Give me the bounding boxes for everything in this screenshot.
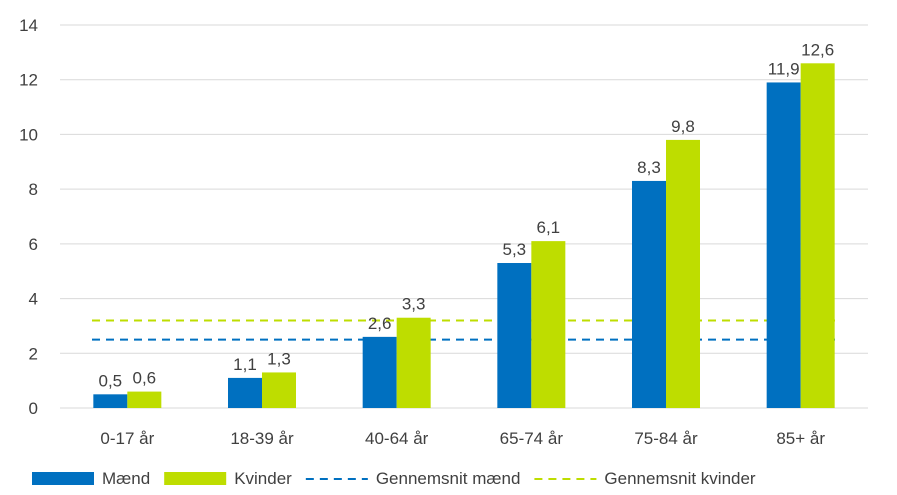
y-tick-label: 14	[19, 16, 38, 35]
legend-swatch	[164, 472, 227, 485]
data-label: 1,1	[233, 355, 257, 374]
bar-kvinder	[800, 63, 835, 409]
bar-kvinder	[666, 139, 700, 408]
x-tick-label: 65-74 år	[500, 429, 564, 448]
y-tick-label: 4	[29, 290, 38, 309]
data-label: 8,3	[637, 158, 661, 177]
y-tick-label: 12	[19, 71, 38, 90]
data-label: 6,1	[537, 218, 561, 237]
bar-kvinder	[127, 391, 162, 408]
bar-maend	[497, 263, 532, 408]
y-tick-label: 0	[29, 399, 38, 418]
bars	[93, 63, 835, 409]
reference-lines	[92, 319, 835, 341]
data-label: 3,3	[402, 295, 426, 314]
bar-maend	[93, 394, 128, 408]
y-axis-ticks: 0 2 4 6 8 10 12 14	[19, 16, 38, 418]
bar-kvinder	[262, 372, 296, 408]
bar-maend	[362, 336, 397, 408]
data-label: 9,8	[671, 117, 695, 136]
legend-label: Gennemsnit kvinder	[604, 469, 756, 488]
y-tick-label: 2	[29, 344, 38, 363]
gridlines	[60, 24, 868, 409]
legend-label: Gennemsnit mænd	[376, 469, 521, 488]
x-tick-label: 40-64 år	[365, 429, 429, 448]
data-label: 11,9	[768, 59, 800, 78]
data-label: 2,6	[368, 314, 392, 333]
x-tick-label: 0-17 år	[100, 429, 154, 448]
x-axis-ticks: 0-17 år 18-39 år 40-64 år 65-74 år 75-84 år 8…	[100, 429, 825, 448]
y-tick-label: 10	[19, 125, 38, 144]
data-label: 1,3	[267, 349, 291, 368]
legend-swatch	[32, 472, 94, 485]
data-label: 0,5	[99, 371, 123, 390]
bar-maend	[766, 82, 801, 408]
x-tick-label: 75-84 år	[634, 429, 698, 448]
data-label: 0,6	[133, 369, 157, 388]
bar-maend	[632, 180, 666, 408]
bar-kvinder	[396, 317, 431, 408]
x-tick-label: 18-39 år	[230, 429, 294, 448]
data-labels: 0,5 0,6 1,1 1,3 2,6 3,3 5,3 6,1 8,3 9,8 11,912,6	[99, 40, 835, 390]
data-label: 12,6	[801, 40, 834, 59]
legend-label: Kvinder	[234, 469, 292, 488]
y-tick-label: 6	[29, 235, 38, 254]
legend-label: Mænd	[102, 469, 150, 488]
x-tick-label: 85+ år	[776, 429, 825, 448]
legend: Mænd Kvinder Gennemsnit mænd Gennemsnit kvi…	[32, 469, 756, 488]
data-label: 5,3	[503, 240, 527, 259]
y-tick-label: 8	[29, 180, 38, 199]
bar-kvinder	[531, 241, 566, 408]
bar-maend	[228, 377, 262, 408]
